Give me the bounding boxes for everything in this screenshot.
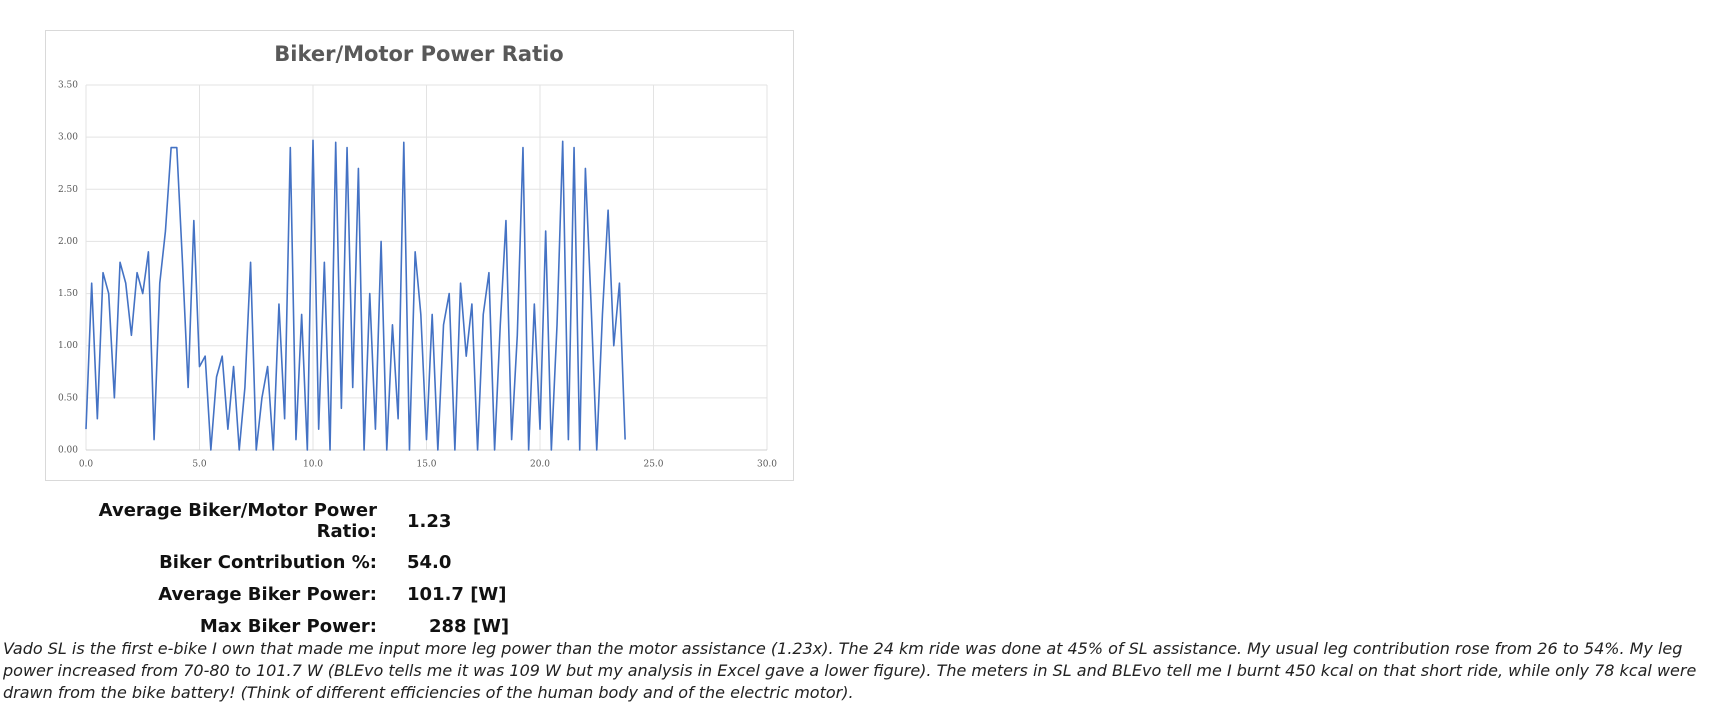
x-tick-label: 5.0	[192, 460, 207, 470]
x-tick-label: 30.0	[757, 460, 777, 470]
y-tick-label: 0.00	[58, 446, 78, 456]
x-tick-label: 15.0	[416, 460, 436, 470]
caption: Vado SL is the first e-bike I own that m…	[3, 639, 1697, 702]
stat-label: Biker Contribution %:	[159, 551, 377, 573]
x-tick-label: 25.0	[643, 460, 663, 470]
stat-label: Max Biker Power:	[199, 615, 377, 637]
data-line	[85, 139, 626, 451]
y-tick-label: 2.00	[58, 237, 78, 247]
stat-row: Average Biker Power: 101.7 [W]	[40, 578, 509, 610]
stats-table: Average Biker/Motor Power Ratio: 1.23 Bike…	[40, 496, 509, 642]
stat-row: Biker Contribution %: 54.0	[40, 546, 509, 578]
chart: Biker/Motor Power Ratio 0.00 0.50 1.00 1.50…	[45, 30, 794, 481]
x-tick-label: 20.0	[530, 460, 550, 470]
y-tick-label: 3.00	[58, 133, 78, 143]
stat-row: Max Biker Power: 288 [W]	[40, 610, 509, 642]
chart-title: Biker/Motor Power Ratio	[274, 42, 563, 66]
stat-value: 288 [W]	[429, 615, 510, 637]
stat-row: Average Biker/Motor Power Ratio: 1.23	[40, 496, 509, 546]
y-tick-label: 1.50	[58, 289, 78, 299]
x-tick-label: 0.0	[79, 460, 94, 470]
stat-value: 101.7 [W]	[407, 583, 507, 605]
stat-value: 54.0	[407, 551, 452, 573]
chart-frame	[45, 30, 794, 481]
y-tick-label: 0.50	[58, 393, 78, 403]
y-tick-label: 1.00	[58, 341, 78, 351]
stat-label: Average Biker Power:	[158, 583, 377, 605]
y-tick-label: 3.50	[58, 81, 78, 91]
y-tick-label: 2.50	[58, 185, 78, 195]
stat-label: Average Biker/Motor Power Ratio:	[98, 500, 377, 542]
stat-value: 1.23	[407, 510, 452, 532]
x-tick-label: 10.0	[303, 460, 323, 470]
